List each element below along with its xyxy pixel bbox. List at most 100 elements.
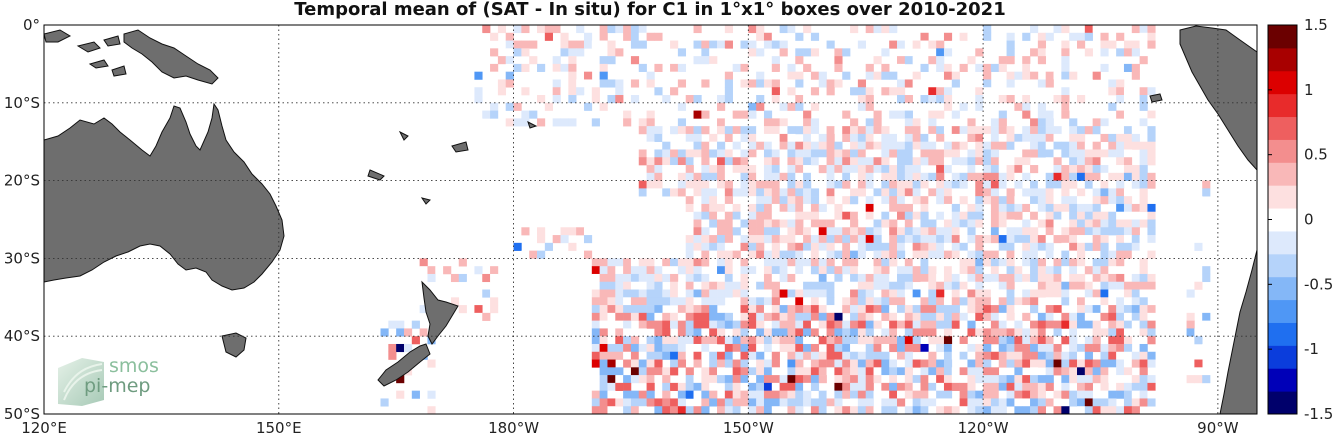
data-cell (1006, 219, 1015, 228)
data-cell (1084, 32, 1093, 41)
data-cell (873, 219, 882, 228)
data-cell (795, 343, 804, 353)
data-cell (998, 203, 1007, 213)
data-cell (803, 48, 812, 57)
data-cell (943, 375, 953, 384)
data-cell (1037, 328, 1047, 337)
data-cell (983, 336, 992, 345)
data-cell (795, 382, 804, 391)
data-cell (1100, 48, 1109, 57)
data-cell (1108, 165, 1117, 174)
data-cell (450, 297, 460, 306)
data-cell (607, 48, 616, 57)
data-cell (1045, 219, 1054, 228)
data-cell (951, 343, 960, 353)
data-cell (959, 133, 968, 142)
data-cell (990, 118, 1000, 127)
data-cell (1147, 211, 1156, 220)
data-cell (685, 375, 694, 384)
data-cell (505, 63, 514, 72)
data-cell (724, 188, 733, 197)
lat-tick-label: 0° (23, 16, 40, 34)
data-cell (842, 258, 851, 267)
data-cell (881, 367, 890, 376)
data-cell (889, 305, 898, 314)
data-cell (1037, 118, 1047, 127)
data-cell (544, 242, 553, 251)
data-cell (1108, 367, 1117, 376)
data-cell (912, 273, 921, 283)
data-cell (724, 375, 733, 384)
data-cell (928, 235, 937, 244)
data-cell (630, 406, 640, 414)
data-cell (779, 235, 788, 244)
colorbar-swatch (1268, 276, 1297, 301)
data-cell (724, 312, 733, 321)
colorbar-swatch (1268, 25, 1297, 49)
data-cell (560, 25, 569, 34)
data-cell (732, 141, 741, 150)
data-cell (810, 343, 820, 353)
data-cell (474, 87, 483, 96)
data-cell (1014, 336, 1023, 345)
data-cell (810, 219, 820, 228)
data-cell (904, 312, 913, 321)
data-cell (810, 126, 820, 135)
data-cell (630, 305, 640, 314)
data-cell (803, 133, 812, 142)
data-cell (1123, 48, 1133, 57)
data-cell (803, 242, 812, 251)
data-cell (951, 180, 960, 189)
data-cell (990, 63, 1000, 72)
data-cell (967, 406, 976, 414)
data-cell (693, 219, 702, 228)
data-cell (748, 25, 757, 34)
data-cell (1006, 273, 1015, 283)
data-cell (1116, 79, 1125, 88)
data-cell (709, 196, 718, 205)
latitude-labels: 0°10°S20°S30°S40°S50°S (4, 16, 40, 423)
data-cell (1084, 165, 1093, 174)
data-cell (779, 398, 788, 407)
data-cell (850, 165, 859, 174)
data-cell (513, 242, 522, 251)
data-cell (1131, 180, 1140, 189)
data-cell (873, 149, 882, 158)
data-cell (1053, 71, 1062, 80)
data-cell (951, 375, 960, 384)
data-cell (763, 343, 773, 353)
data-cell (865, 367, 874, 376)
data-cell (810, 398, 820, 407)
data-cell (990, 312, 1000, 321)
data-cell (1014, 203, 1023, 213)
data-cell (490, 102, 499, 111)
data-cell (599, 63, 608, 72)
data-cell (818, 297, 827, 306)
data-cell (857, 367, 867, 376)
colorbar-swatch (1268, 345, 1297, 369)
data-cell (865, 281, 874, 290)
data-cell (928, 305, 937, 314)
colorbar-swatch (1268, 322, 1297, 346)
data-cell (701, 149, 710, 158)
data-cell (1014, 305, 1023, 314)
data-cell (521, 118, 530, 127)
data-cell (779, 165, 788, 174)
data-cell (920, 343, 929, 353)
colorbar-tick-label: -1 (1304, 340, 1319, 358)
data-cell (1037, 32, 1047, 41)
land-tasmania (221, 332, 247, 358)
data-cell (795, 102, 804, 111)
data-cell (1053, 320, 1062, 329)
data-cell (552, 118, 561, 127)
data-cell (670, 157, 679, 166)
data-cell (638, 305, 647, 314)
data-cell (983, 382, 992, 391)
data-cell (1014, 320, 1023, 329)
data-cell (1030, 375, 1039, 384)
data-cell (857, 382, 867, 391)
data-cell (857, 398, 867, 407)
data-cell (1139, 40, 1148, 49)
data-cell (458, 305, 467, 314)
data-cell (810, 258, 820, 267)
